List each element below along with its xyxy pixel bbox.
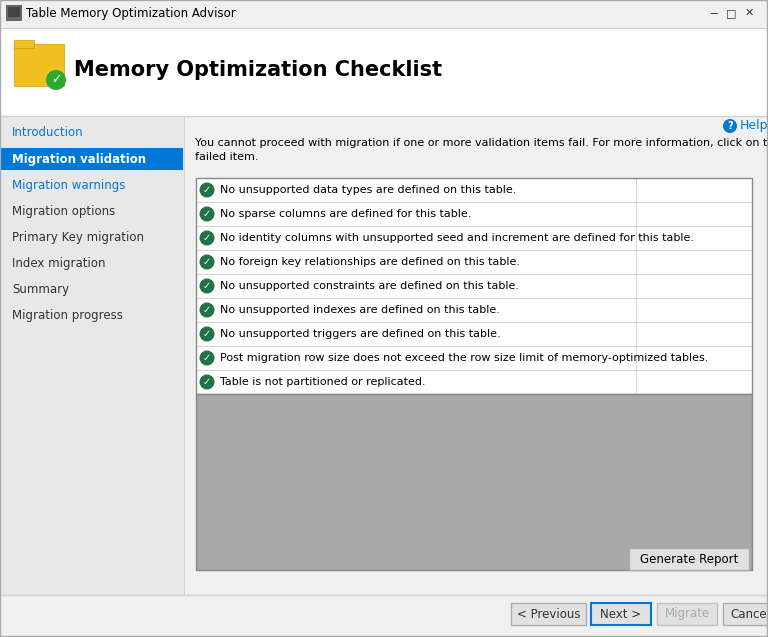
- Text: No sparse columns are defined for this table.: No sparse columns are defined for this t…: [220, 209, 472, 219]
- Text: Migration warnings: Migration warnings: [12, 178, 125, 192]
- Text: Introduction: Introduction: [12, 127, 84, 140]
- Text: Primary Key migration: Primary Key migration: [12, 231, 144, 243]
- Text: No unsupported data types are defined on this table.: No unsupported data types are defined on…: [220, 185, 516, 195]
- Text: ─: ─: [710, 8, 717, 18]
- Circle shape: [200, 278, 214, 294]
- Text: No identity columns with unsupported seed and increment are defined for this tab: No identity columns with unsupported see…: [220, 233, 694, 243]
- Bar: [196, 394, 752, 570]
- Text: You cannot proceed with migration if one or more validation items fail. For more: You cannot proceed with migration if one…: [195, 138, 768, 148]
- Bar: [0, 148, 183, 170]
- Text: Table is not partitioned or replicated.: Table is not partitioned or replicated.: [220, 377, 425, 387]
- Circle shape: [46, 70, 66, 90]
- Circle shape: [200, 231, 214, 245]
- Circle shape: [723, 119, 737, 133]
- Text: ✓: ✓: [203, 209, 211, 219]
- Text: No unsupported constraints are defined on this table.: No unsupported constraints are defined o…: [220, 281, 519, 291]
- Text: ?: ?: [727, 121, 733, 131]
- Text: ✓: ✓: [203, 305, 211, 315]
- Text: ✕: ✕: [744, 8, 753, 18]
- Bar: [0, 595, 768, 637]
- Text: Generate Report: Generate Report: [640, 552, 738, 566]
- Text: No foreign key relationships are defined on this table.: No foreign key relationships are defined…: [220, 257, 520, 267]
- Bar: [657, 603, 717, 625]
- Bar: [196, 178, 752, 394]
- Circle shape: [200, 182, 214, 197]
- Circle shape: [200, 350, 214, 366]
- Text: ✓: ✓: [203, 185, 211, 195]
- Text: Memory Optimization Checklist: Memory Optimization Checklist: [74, 60, 442, 80]
- Text: No unsupported indexes are defined on this table.: No unsupported indexes are defined on th…: [220, 305, 500, 315]
- Text: Table Memory Optimization Advisor: Table Memory Optimization Advisor: [26, 8, 236, 20]
- Bar: [0, 116, 184, 637]
- Circle shape: [200, 375, 214, 389]
- Text: ✓: ✓: [203, 281, 211, 291]
- Text: ✓: ✓: [203, 377, 211, 387]
- Circle shape: [200, 206, 214, 222]
- Text: failed item.: failed item.: [195, 152, 259, 162]
- Circle shape: [200, 303, 214, 317]
- Text: Cancel: Cancel: [730, 608, 768, 620]
- Bar: [14, 44, 64, 86]
- Bar: [0, 28, 768, 116]
- Bar: [14, 40, 34, 48]
- Text: ✓: ✓: [203, 353, 211, 363]
- Bar: [591, 603, 651, 625]
- Bar: [6, 5, 22, 21]
- Text: ✓: ✓: [203, 233, 211, 243]
- Bar: [185, 116, 768, 595]
- Text: Summary: Summary: [12, 282, 69, 296]
- Bar: [8, 7, 20, 17]
- Text: Migration validation: Migration validation: [12, 152, 146, 166]
- Text: ✓: ✓: [51, 73, 61, 87]
- Text: No unsupported triggers are defined on this table.: No unsupported triggers are defined on t…: [220, 329, 501, 339]
- Text: Index migration: Index migration: [12, 257, 105, 269]
- Bar: [196, 178, 752, 394]
- Bar: [0, 0, 768, 28]
- Bar: [629, 548, 749, 570]
- Text: Migration options: Migration options: [12, 204, 115, 217]
- Text: □: □: [726, 8, 737, 18]
- Circle shape: [200, 327, 214, 341]
- Text: Help: Help: [740, 120, 768, 132]
- Text: Migration progress: Migration progress: [12, 308, 123, 322]
- Text: ✓: ✓: [203, 329, 211, 339]
- Text: ✓: ✓: [203, 257, 211, 267]
- Circle shape: [200, 255, 214, 269]
- Bar: [511, 603, 586, 625]
- Text: Next >: Next >: [601, 608, 641, 620]
- Text: < Previous: < Previous: [517, 608, 581, 620]
- Text: Post migration row size does not exceed the row size limit of memory-optimized t: Post migration row size does not exceed …: [220, 353, 708, 363]
- Bar: [723, 603, 768, 625]
- Text: Migrate: Migrate: [664, 608, 710, 620]
